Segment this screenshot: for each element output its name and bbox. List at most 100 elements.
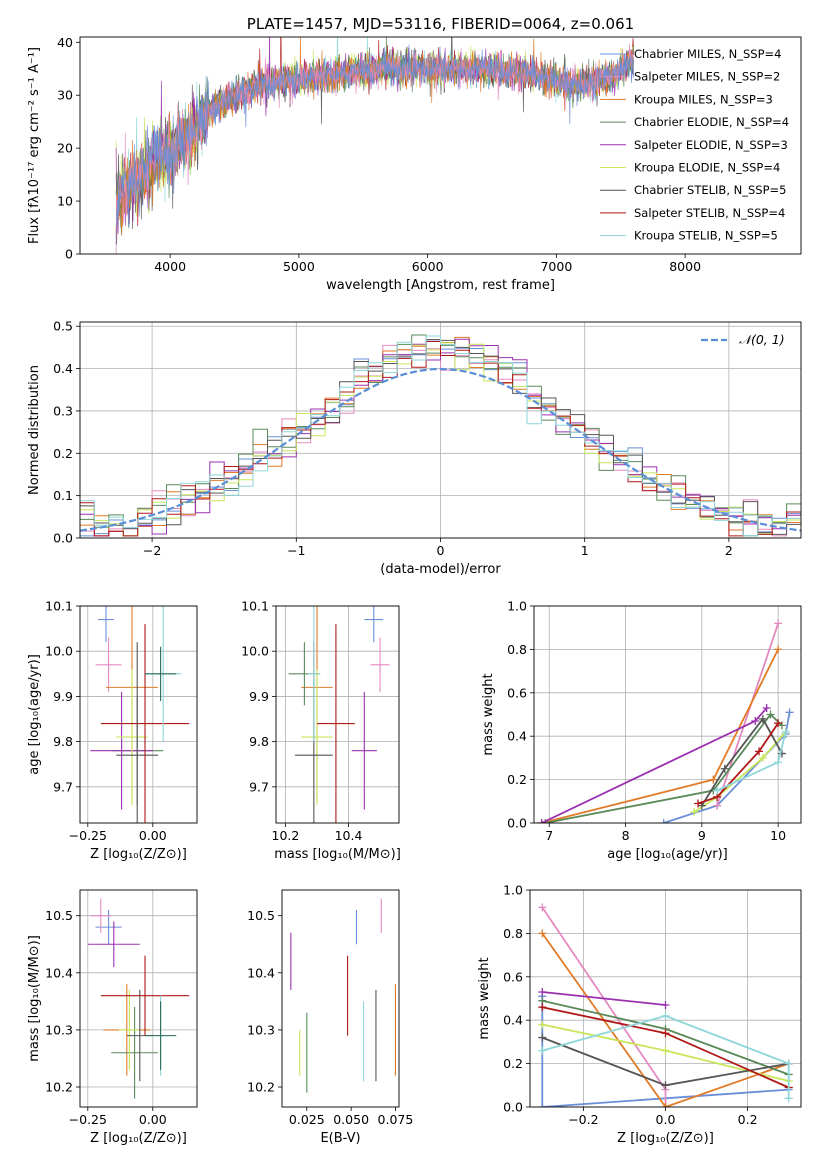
- weight-marker: [774, 758, 783, 767]
- x-axis-label: wavelength [Angstrom, rest frame]: [326, 278, 555, 293]
- histogram-line: [80, 341, 801, 537]
- weight-marker: [661, 1011, 670, 1020]
- plot-content: [537, 619, 794, 823]
- y-axis-label: mass [log₁₀(M/M⊙)]: [27, 935, 42, 1062]
- y-tick-label: 0.2: [507, 772, 527, 787]
- y-tick-label: 10.0: [241, 644, 269, 659]
- y-tick-label: 10.2: [45, 1080, 73, 1095]
- weight-marker: [766, 710, 775, 719]
- y-axis-label: Flux [fλ10⁻¹⁷ erg cm⁻² s⁻¹ A⁻¹]: [27, 47, 42, 244]
- y-tick-label: 1.0: [503, 883, 523, 898]
- y-tick-label: 0.1: [53, 488, 73, 503]
- y-tick-label: 9.9: [53, 689, 73, 704]
- weight-marker: [538, 1046, 547, 1055]
- x-tick-label: 4000: [154, 259, 186, 274]
- weight-marker: [661, 1029, 670, 1038]
- axes-frame: [529, 889, 802, 1108]
- y-tick-label: 0.8: [503, 926, 523, 941]
- error-bar-point: [145, 646, 177, 701]
- error-bar-point: [370, 637, 390, 692]
- y-tick-label: 0.8: [507, 642, 527, 657]
- error-bar-point: [90, 898, 112, 933]
- weight-marker: [774, 719, 783, 728]
- x-tick-label: −0.25: [69, 1112, 107, 1127]
- weight-marker: [774, 619, 783, 628]
- weight-marker: [713, 786, 722, 795]
- weight-marker: [538, 929, 547, 938]
- y-tick-label: 0: [65, 247, 73, 262]
- y-tick-label: 9.9: [249, 689, 269, 704]
- weight-marker: [781, 727, 790, 736]
- axes-frame: [79, 605, 198, 824]
- weight-line: [545, 713, 783, 823]
- weight-marker: [720, 764, 729, 773]
- x-tick-label: 0.2: [738, 1112, 758, 1127]
- weight-line: [542, 991, 666, 1006]
- weight-marker: [538, 1103, 547, 1107]
- x-tick-label: 10.4: [335, 828, 363, 843]
- weight-marker: [538, 1033, 547, 1042]
- plot-area: [282, 890, 399, 1107]
- age-weight-panel: 7 8 9 10 0.0 0.2 0.4 0.6 0.8 1.0 age [log₁₀(age/yr…: [481, 599, 802, 862]
- error-bar-point: [90, 691, 153, 810]
- x-tick-label: 2: [725, 543, 733, 558]
- z-weight-panel: −0.2 0.0 0.2 0.0 0.2 0.4 0.6 0.8 1.0 Z [log₁₀(Z/Z…: [477, 883, 802, 1146]
- weight-marker: [709, 775, 718, 784]
- y-tick-label: 10.4: [247, 965, 275, 980]
- normal-reference-curve: [80, 367, 801, 532]
- legend-entry: 𝒩(0, 1): [739, 332, 785, 347]
- plot-content: [87, 898, 190, 1099]
- y-axis-label: mass weight: [477, 957, 492, 1039]
- weight-marker: [690, 808, 699, 817]
- plot-content: [115, 37, 634, 254]
- weight-line: [663, 712, 791, 823]
- plot-content: [288, 606, 390, 823]
- x-tick-label: 5000: [283, 259, 315, 274]
- weight-marker: [784, 1094, 793, 1103]
- axes-frame: [79, 36, 802, 255]
- y-tick-label: 20: [57, 141, 73, 156]
- x-axis-label: (data-model)/error: [380, 562, 501, 577]
- error-bar-point: [119, 989, 140, 1070]
- legend-entry: Chabrier STELIB, N_SSP=5: [634, 183, 786, 197]
- legend-entry: Kroupa MILES, N_SSP=3: [634, 92, 773, 106]
- y-tick-label: 9.8: [53, 734, 73, 749]
- axes-frame: [281, 889, 400, 1108]
- y-axis-label: Normed distribution: [27, 365, 42, 495]
- error-bar-point: [351, 691, 377, 810]
- histogram-line: [80, 335, 801, 537]
- y-tick-label: 1.0: [507, 599, 527, 614]
- legend-entry: Chabrier MILES, N_SSP=4: [634, 47, 781, 61]
- error-bar-point: [95, 637, 122, 692]
- legend-entry: Salpeter MILES, N_SSP=2: [634, 70, 780, 84]
- y-tick-label: 10.1: [241, 599, 269, 614]
- weight-marker: [661, 1081, 670, 1090]
- error-bar-point: [116, 669, 148, 805]
- x-tick-label: 0.0: [656, 1112, 676, 1127]
- y-tick-label: 0.0: [507, 816, 527, 831]
- y-tick-label: 0.2: [503, 1056, 523, 1071]
- plot-area: [534, 606, 801, 823]
- weight-line: [716, 623, 779, 806]
- weight-line: [541, 932, 789, 1107]
- y-tick-label: 0.0: [503, 1100, 523, 1115]
- x-tick-label: 9: [698, 828, 706, 843]
- weight-line: [542, 1014, 790, 1099]
- y-tick-label: 9.7: [249, 779, 269, 794]
- error-bar-point: [100, 624, 190, 823]
- y-tick-label: 0.0: [53, 531, 73, 546]
- x-tick-label: 0.050: [333, 1112, 369, 1127]
- y-tick-label: 0.2: [53, 446, 73, 461]
- z-age-panel: −0.25 0.00 9.7 9.8 9.9 10.0 10.1 Z [log₁₀(Z/Z⊙)…: [27, 599, 198, 862]
- x-tick-label: −2: [143, 543, 161, 558]
- weight-marker: [758, 753, 767, 762]
- legend-entry: Salpeter ELODIE, N_SSP=3: [634, 138, 788, 152]
- axes-frame: [533, 605, 802, 824]
- y-tick-label: 10: [57, 194, 73, 209]
- weight-marker: [538, 1003, 547, 1012]
- axes-frame: [79, 889, 198, 1108]
- y-tick-label: 10.1: [45, 599, 73, 614]
- x-tick-label: 0.075: [378, 1112, 414, 1127]
- error-bar-point: [87, 921, 140, 968]
